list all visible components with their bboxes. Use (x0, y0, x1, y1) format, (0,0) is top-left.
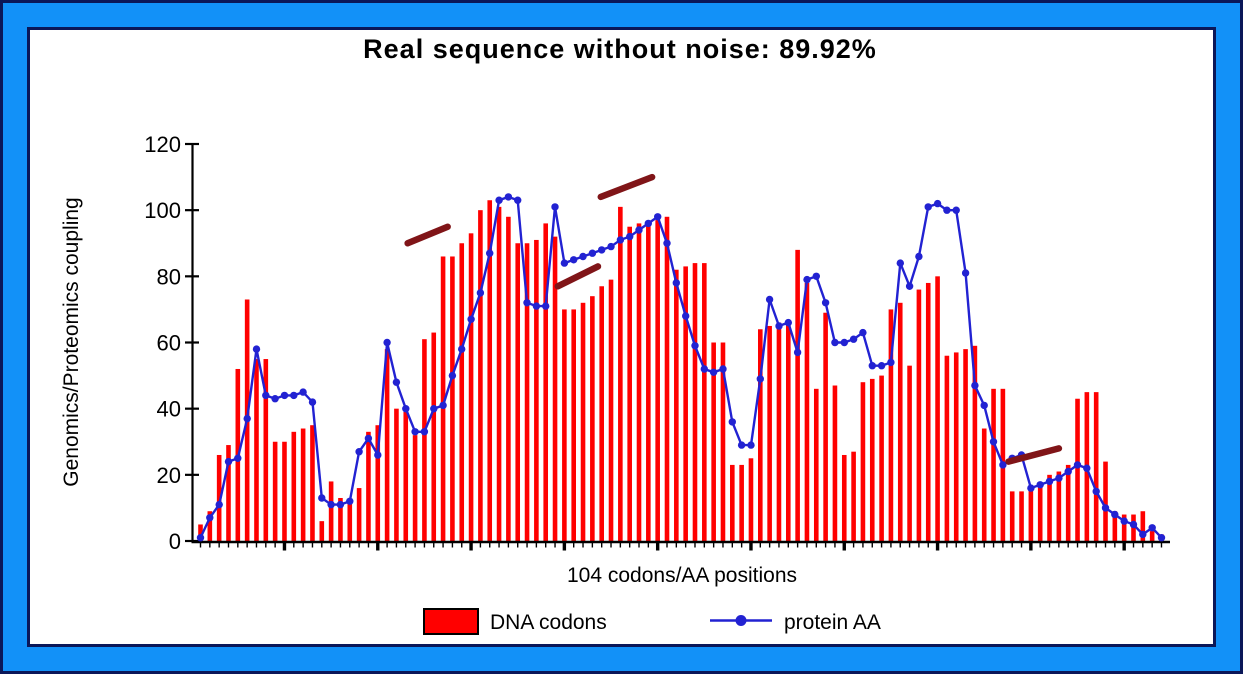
line-series-protein-aa (196, 193, 1166, 542)
annotation-dashes (404, 173, 1063, 465)
axes: 0 20 40 60 80 100 120 (144, 132, 1170, 554)
chart-title: Real sequence without noise: 89.92% (363, 34, 877, 64)
legend-label-protein-aa: protein AA (784, 611, 881, 634)
svg-text:40: 40 (157, 397, 181, 422)
svg-text:80: 80 (157, 264, 181, 289)
legend-dot-icon (735, 615, 747, 626)
x-axis-label: 104 codons/AA positions (567, 564, 797, 587)
y-axis-label: Genomics/Proteomics coupling (60, 197, 83, 486)
svg-text:20: 20 (157, 463, 181, 488)
legend-label-dna-codons: DNA codons (490, 611, 607, 634)
svg-text:60: 60 (157, 331, 181, 356)
legend: DNA codons protein AA (423, 608, 881, 635)
svg-text:0: 0 (169, 529, 181, 554)
bar-series-dna-codons (198, 200, 1164, 542)
svg-text:120: 120 (144, 132, 181, 157)
legend-bar-swatch (423, 608, 479, 635)
svg-text:100: 100 (144, 198, 181, 223)
